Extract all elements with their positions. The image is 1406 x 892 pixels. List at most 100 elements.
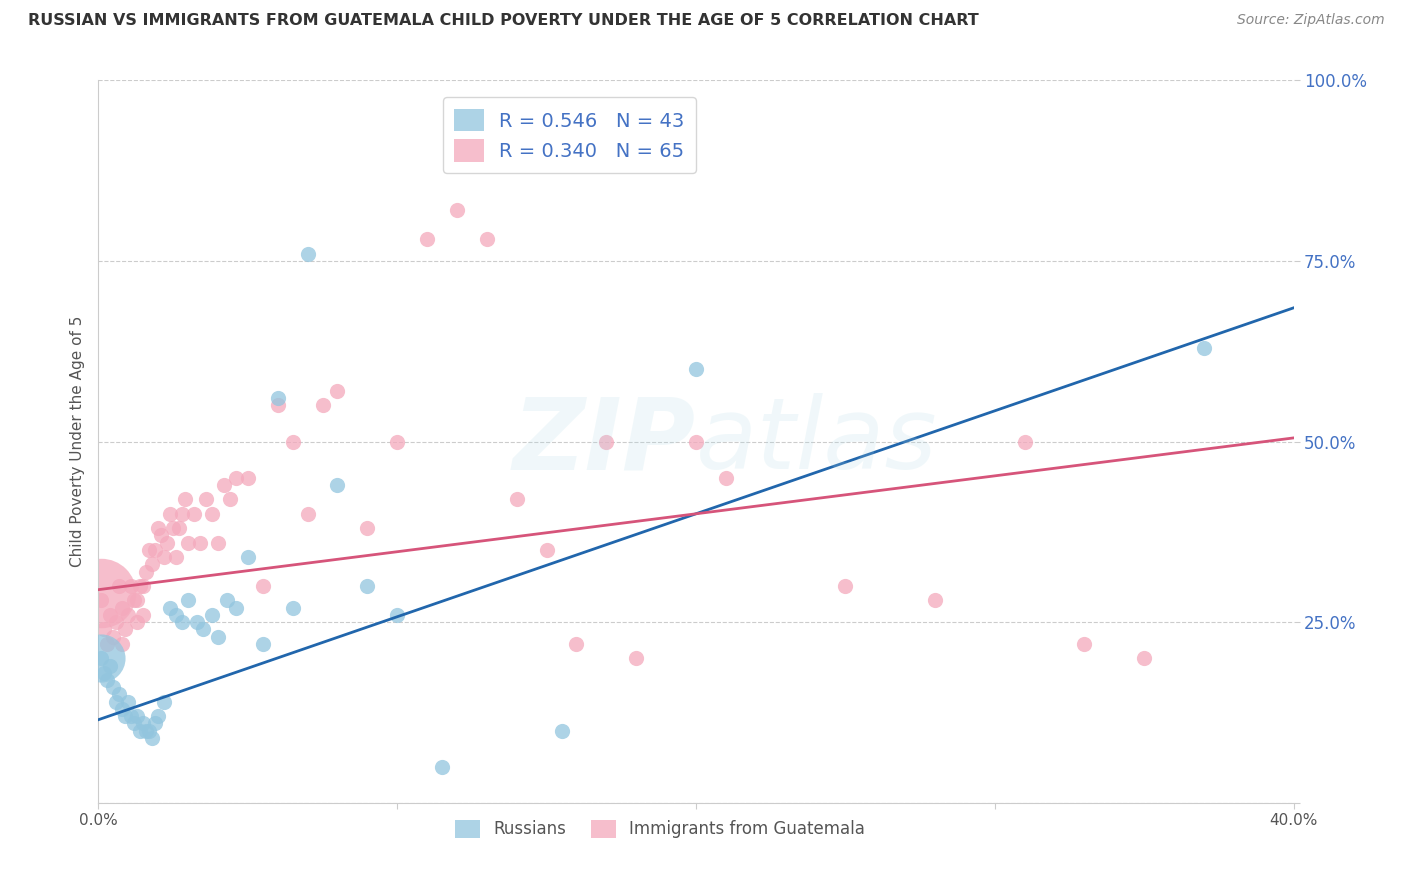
Point [326,384,349,398]
Point [138,542,160,557]
Text: ZIP: ZIP [513,393,696,490]
Point [114,709,136,723]
Point [105,615,128,630]
Point [714,470,737,484]
Point [225,600,247,615]
Point [186,615,208,630]
Point [172,507,194,521]
Point [177,593,200,607]
Point [159,600,181,615]
Point [236,550,259,565]
Point [201,607,224,622]
Point [162,521,184,535]
Text: atlas: atlas [696,393,938,490]
Point [215,593,238,607]
Point [834,579,856,593]
Point [90,651,112,665]
Point [105,695,128,709]
Point [195,492,218,507]
Point [114,623,136,637]
Point [506,492,529,507]
Point [172,615,194,630]
Point [201,507,224,521]
Point [143,716,166,731]
Point [127,709,149,723]
Point [416,232,439,246]
Point [356,521,378,535]
Point [111,637,134,651]
Point [117,607,139,622]
Legend: Russians, Immigrants from Guatemala: Russians, Immigrants from Guatemala [449,813,872,845]
Point [108,579,131,593]
Point [685,362,707,376]
Point [90,586,112,600]
Point [565,637,588,651]
Point [446,203,468,218]
Point [124,716,146,731]
Point [1192,341,1215,355]
Point [159,507,181,521]
Point [188,535,211,549]
Point [385,434,409,449]
Point [225,470,247,484]
Point [267,398,290,412]
Point [143,542,166,557]
Point [281,434,304,449]
Point [111,702,134,716]
Point [103,680,125,694]
Point [385,607,409,622]
Point [103,630,125,644]
Point [156,535,179,549]
Point [96,673,118,687]
Point [90,593,112,607]
Point [685,434,707,449]
Point [356,579,378,593]
Point [153,695,176,709]
Point [165,550,187,565]
Point [98,607,122,622]
Point [212,478,235,492]
Point [96,637,118,651]
Point [135,565,157,579]
Point [150,528,173,542]
Point [430,760,453,774]
Point [183,507,205,521]
Point [129,579,152,593]
Point [141,731,163,745]
Point [236,470,259,484]
Point [124,593,146,607]
Point [297,507,319,521]
Point [93,623,115,637]
Point [153,550,176,565]
Point [1133,651,1156,665]
Point [138,723,160,738]
Point [191,623,214,637]
Y-axis label: Child Poverty Under the Age of 5: Child Poverty Under the Age of 5 [69,316,84,567]
Point [536,542,558,557]
Point [219,492,242,507]
Point [252,637,274,651]
Point [165,607,187,622]
Point [207,630,229,644]
Point [550,723,572,738]
Point [167,521,190,535]
Point [252,579,274,593]
Point [595,434,617,449]
Point [120,709,142,723]
Point [93,665,115,680]
Point [132,579,155,593]
Point [111,600,134,615]
Point [626,651,648,665]
Point [90,651,112,665]
Point [129,723,152,738]
Point [1014,434,1036,449]
Point [148,521,170,535]
Point [117,695,139,709]
Point [1073,637,1095,651]
Point [108,687,131,701]
Point [132,607,155,622]
Point [127,615,149,630]
Point [120,579,142,593]
Point [207,535,229,549]
Point [98,658,122,673]
